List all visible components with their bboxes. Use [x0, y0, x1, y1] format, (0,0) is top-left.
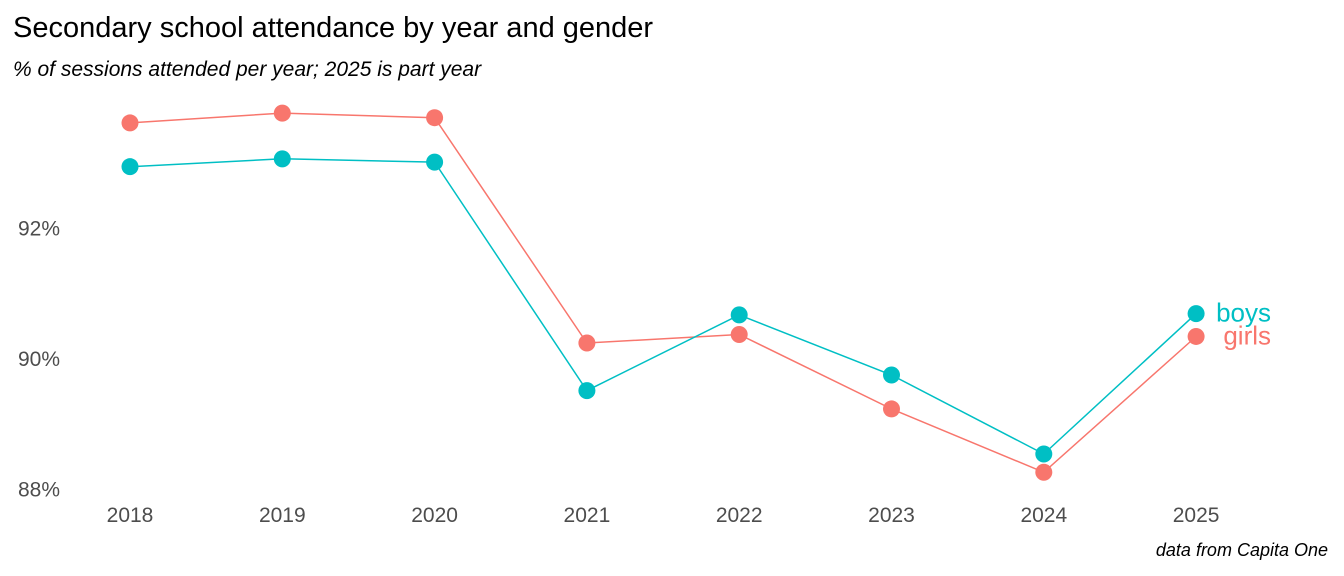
data-point-girls — [730, 325, 748, 343]
y-tick-label: 92% — [18, 217, 60, 240]
y-tick-label: 88% — [18, 479, 60, 502]
chart-title: Secondary school attendance by year and … — [13, 12, 654, 44]
x-tick-label: 2019 — [259, 504, 306, 527]
data-point-boys — [426, 153, 444, 171]
series-label-boys: boys — [1216, 298, 1271, 328]
y-tick-label: 90% — [18, 348, 60, 371]
series-line-boys — [129, 158, 1197, 455]
chart-subtitle: % of sessions attended per year; 2025 is… — [13, 58, 482, 81]
data-point-girls — [121, 114, 139, 132]
x-tick-label: 2024 — [1020, 504, 1067, 527]
data-point-boys — [1035, 445, 1053, 463]
x-tick-label: 2018 — [107, 504, 154, 527]
data-point-girls — [1035, 463, 1053, 481]
data-point-boys — [578, 382, 596, 400]
x-tick-label: 2025 — [1173, 504, 1220, 527]
x-axis-ticks: 2018 2019 2020 2021 2022 2023 2024 2025 — [107, 504, 1220, 527]
x-tick-label: 2020 — [411, 504, 458, 527]
series-label-girls: girls — [1223, 320, 1271, 350]
chart-caption: data from Capita One — [1155, 540, 1328, 560]
data-point-boys — [121, 158, 139, 176]
data-point-girls — [578, 334, 596, 352]
data-point-girls — [883, 400, 900, 418]
x-tick-label: 2022 — [716, 504, 763, 527]
series-line-girls — [129, 112, 1197, 474]
series-lines — [129, 112, 1197, 474]
data-point-girls — [273, 104, 291, 122]
y-axis-ticks: 88% 90% 92% — [18, 217, 60, 501]
data-point-boys — [730, 306, 748, 324]
series-points — [121, 104, 1205, 481]
x-tick-label: 2021 — [564, 504, 611, 527]
data-point-girls — [1187, 327, 1205, 345]
data-point-boys — [1187, 305, 1205, 323]
data-point-boys — [883, 366, 900, 384]
x-tick-label: 2023 — [868, 504, 915, 527]
data-point-girls — [426, 109, 444, 127]
data-point-boys — [273, 150, 291, 168]
